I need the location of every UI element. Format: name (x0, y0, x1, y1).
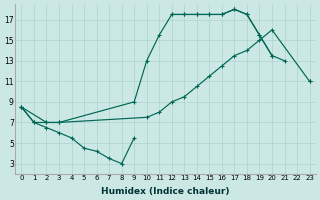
X-axis label: Humidex (Indice chaleur): Humidex (Indice chaleur) (101, 187, 230, 196)
